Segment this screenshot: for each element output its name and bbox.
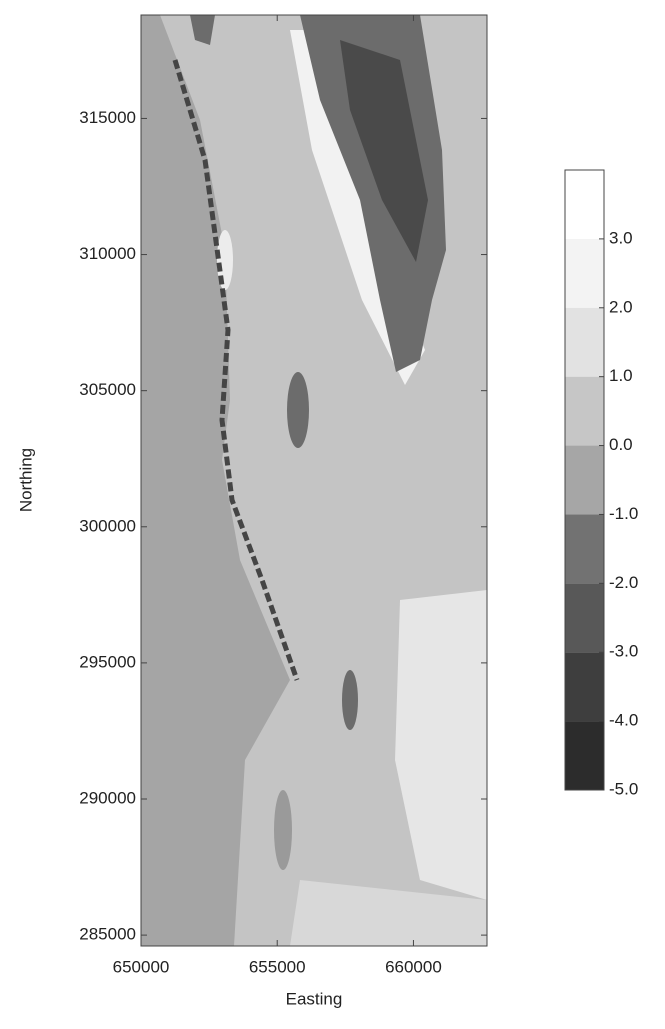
- colorbar-band: [565, 239, 604, 308]
- colorbar-tick-label: -1.0: [609, 504, 638, 523]
- y-tick-label: 315000: [79, 108, 136, 127]
- colorbar-band: [565, 308, 604, 377]
- x-tick-label: 660000: [385, 957, 442, 976]
- chart: Easting Northing 650000 655000 660000 28500…: [0, 0, 665, 1024]
- x-tick-label: 650000: [113, 957, 170, 976]
- colorbar-tick-label: 1.0: [609, 366, 633, 385]
- colorbar-tick-label: -3.0: [609, 642, 638, 661]
- y-tick-label: 300000: [79, 516, 136, 535]
- colorbar-band: [565, 514, 604, 583]
- colorbar-tick-label: -2.0: [609, 573, 638, 592]
- colorbar-band: [565, 583, 604, 652]
- x-axis-label: Easting: [286, 989, 343, 1008]
- y-tick-label: 285000: [79, 925, 136, 944]
- colorbar-band: [565, 446, 604, 515]
- colorbar-tick-label: 2.0: [609, 297, 633, 316]
- colorbar-tick-label: -4.0: [609, 711, 638, 730]
- colorbar-tick-label: 3.0: [609, 228, 633, 247]
- colorbar-tick-label: 0.0: [609, 435, 633, 454]
- x-tick-label: 655000: [249, 957, 306, 976]
- y-tick-label: 310000: [79, 244, 136, 263]
- colorbar-band: [565, 652, 604, 721]
- y-tick-label: 290000: [79, 788, 136, 807]
- y-axis-label: Northing: [16, 448, 35, 512]
- colorbar-band: [565, 721, 604, 790]
- contour-field: [141, 15, 487, 946]
- colorbar-band: [565, 377, 604, 446]
- colorbar-tick-label: -5.0: [609, 779, 638, 798]
- colorbar-band: [565, 170, 604, 239]
- y-tick-label: 305000: [79, 380, 136, 399]
- y-tick-label: 295000: [79, 652, 136, 671]
